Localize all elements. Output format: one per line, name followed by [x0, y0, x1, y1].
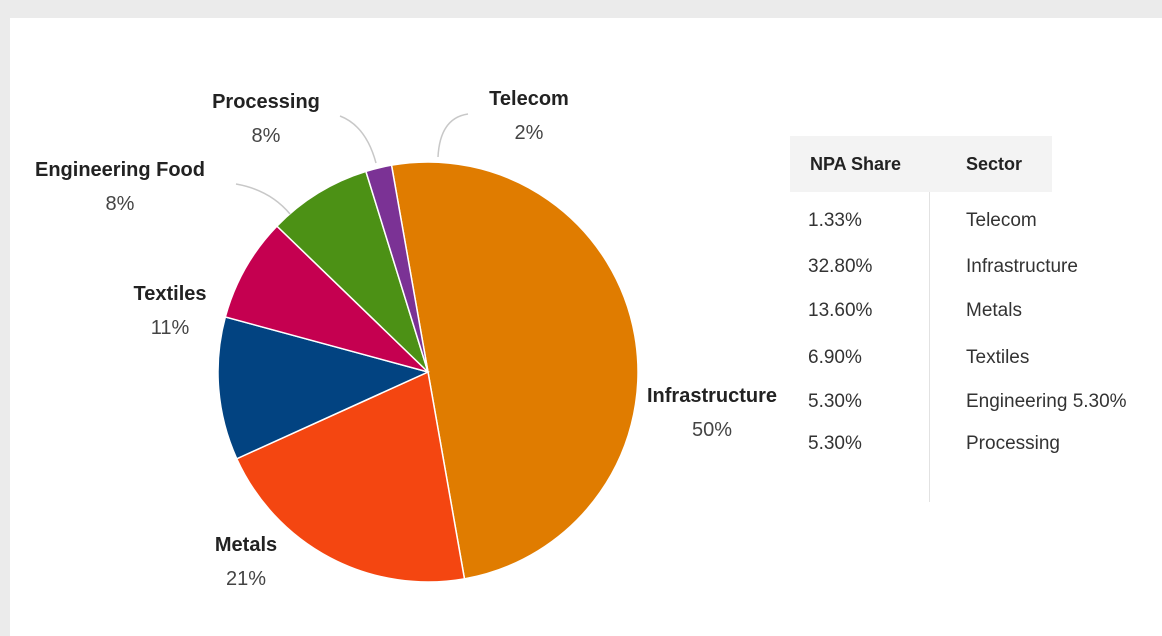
leader-line-engineering-food — [235, 183, 291, 215]
pie-slice-infrastructure — [390, 161, 639, 580]
npa-share-table: NPA Share Sector 1.33% Telecom 32.80% In… — [790, 136, 1162, 502]
table-row: 13.60% Metals — [790, 300, 1162, 324]
slice-percent-textiles: 11% — [151, 317, 190, 339]
pie-slice-metals — [235, 370, 466, 583]
slice-label-processing: Processing — [212, 91, 320, 113]
npa-share-cell: 5.30% — [808, 433, 862, 454]
pie-slice-textiles — [217, 316, 431, 460]
pie-slice-engineering-food — [224, 225, 429, 373]
pie-slice-telecom — [364, 164, 429, 373]
slice-percent-processing: 8% — [252, 125, 281, 147]
sector-cell: Infrastructure — [966, 256, 1078, 277]
sector-cell: Metals — [966, 300, 1022, 321]
table-row: 6.90% Textiles — [790, 347, 1162, 371]
slice-labels: Infrastructure 50% Metals 21% Textiles 11% Eng… — [35, 88, 777, 590]
leader-lines — [235, 113, 469, 215]
npa-share-cell: 32.80% — [808, 256, 873, 277]
table-header: NPA Share Sector — [790, 136, 1052, 192]
sector-cell: Telecom — [966, 210, 1037, 231]
column-divider — [929, 192, 930, 502]
sector-cell: Engineering 5.30% — [966, 391, 1127, 412]
sector-cell: Processing — [966, 433, 1060, 454]
header-sector: Sector — [966, 154, 1023, 174]
npa-share-cell: 1.33% — [808, 210, 862, 231]
header-npa-share: NPA Share — [810, 154, 902, 174]
table-row: 5.30% Processing — [790, 433, 1162, 457]
npa-share-cell: 6.90% — [808, 347, 862, 368]
slice-label-telecom: Telecom — [489, 88, 569, 110]
slice-percent-metals: 21% — [226, 568, 266, 590]
table-row: 32.80% Infrastructure — [790, 256, 1162, 280]
table-row: 1.33% Telecom — [790, 210, 1162, 234]
npa-share-cell: 5.30% — [808, 391, 862, 412]
slice-label-metals: Metals — [215, 534, 277, 556]
slice-label-textiles: Textiles — [134, 283, 207, 305]
leader-line-telecom — [437, 113, 469, 158]
slice-label-infrastructure: Infrastructure — [647, 385, 777, 407]
leader-line-processing — [339, 115, 377, 164]
slice-label-engineering-food: Engineering Food — [35, 159, 205, 181]
npa-share-cell: 13.60% — [808, 300, 873, 321]
sector-cell: Textiles — [966, 347, 1030, 368]
slice-percent-infrastructure: 50% — [692, 419, 732, 441]
table-row: 5.30% Engineering 5.30% — [790, 391, 1162, 415]
slice-percent-telecom: 2% — [515, 122, 544, 144]
pie-slices — [217, 161, 639, 583]
slice-percent-engineering-food: 8% — [106, 193, 135, 215]
pie-slice-processing — [275, 170, 429, 373]
